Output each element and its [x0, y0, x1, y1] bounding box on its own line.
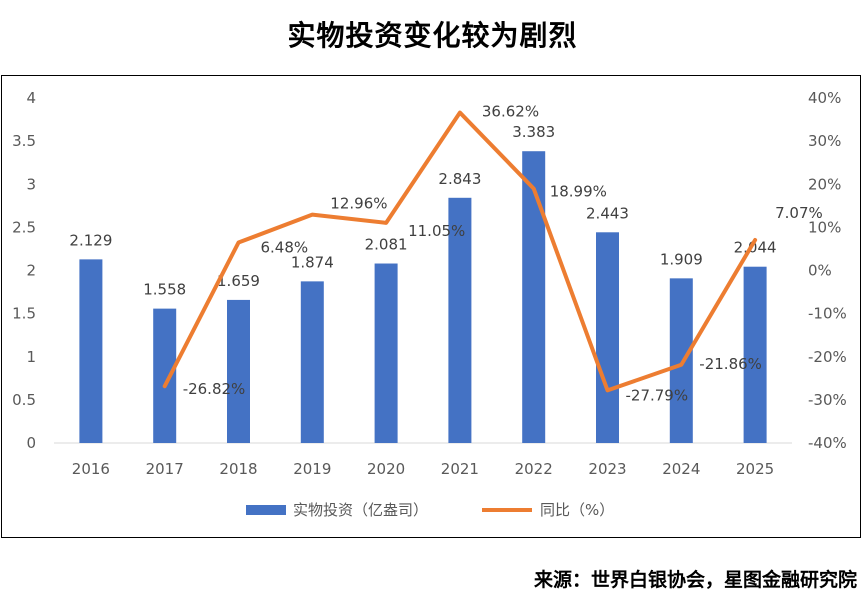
bar	[374, 263, 398, 443]
line-data-label: 7.07%	[775, 204, 823, 222]
y-right-tick-label: -40%	[808, 434, 847, 452]
line-data-label: -21.86%	[699, 355, 762, 373]
y-right-tick-label: 40%	[808, 89, 841, 107]
y-left-tick-label: 2	[26, 262, 36, 280]
line-data-label: 36.62%	[482, 103, 539, 121]
y-left-tick-label: 2.5	[12, 218, 36, 236]
bar-data-label: 2.081	[365, 236, 408, 254]
source-note: 来源：世界白银协会，星图金融研究院	[533, 569, 857, 591]
bar	[596, 232, 619, 443]
bar-data-label: 2.843	[438, 170, 481, 188]
line-data-label: 12.96%	[330, 195, 387, 213]
line-data-label: -27.79%	[626, 386, 689, 404]
bar-data-label: 2.044	[734, 239, 777, 257]
bar-data-label: 3.383	[512, 123, 555, 141]
line-series	[162, 110, 758, 393]
bar-data-label: 1.909	[660, 250, 703, 268]
bar	[153, 308, 177, 443]
line-data-label: 18.99%	[550, 183, 607, 201]
y-left-tick-label: 0.5	[12, 391, 36, 409]
chart-frame	[1, 75, 861, 538]
bar-data-label: 2.129	[69, 231, 112, 249]
y-right-tick-label: 20%	[808, 175, 841, 193]
line-data-label: 6.48%	[261, 239, 309, 257]
bar	[227, 299, 250, 443]
legend-bar-label: 实物投资（亿盎司）	[293, 501, 428, 519]
y-left-tick-label: 1	[26, 348, 36, 366]
legend-line-label: 同比（%）	[540, 501, 614, 519]
bar	[79, 259, 103, 443]
bar-data-label: 1.659	[217, 272, 260, 290]
x-tick-label: 2022	[515, 460, 553, 478]
y-right-tick-label: 10%	[808, 218, 841, 236]
x-tick-label: 2017	[146, 460, 184, 478]
x-tick-label: 2020	[367, 460, 405, 478]
y-right-tick-label: -30%	[808, 391, 847, 409]
x-tick-label: 2016	[72, 460, 110, 478]
y-left-tick-label: 4	[26, 89, 36, 107]
bar	[448, 197, 472, 443]
x-tick-label: 2018	[219, 460, 257, 478]
bar-data-label: 2.443	[586, 204, 629, 222]
y-left-tick-label: 0	[26, 434, 36, 452]
line-data-label: 11.05%	[408, 222, 465, 240]
x-tick-label: 2023	[588, 460, 626, 478]
y-left-tick-label: 1.5	[12, 305, 36, 323]
bar	[743, 266, 767, 443]
legend-bar-swatch	[246, 505, 286, 515]
x-tick-label: 2021	[441, 460, 479, 478]
x-tick-label: 2025	[736, 460, 774, 478]
bar-data-label: 1.874	[291, 253, 334, 271]
bar-data-label: 1.558	[143, 281, 186, 299]
y-right-tick-label: 0%	[808, 262, 832, 280]
y-left-tick-label: 3	[26, 175, 36, 193]
x-tick-label: 2019	[293, 460, 331, 478]
y-right-tick-label: -10%	[808, 305, 847, 323]
x-tick-label: 2024	[662, 460, 700, 478]
y-right-tick-label: 30%	[808, 132, 841, 150]
bar	[300, 281, 324, 443]
y-left-tick-label: 3.5	[12, 132, 36, 150]
bar	[522, 151, 546, 443]
bar	[669, 278, 693, 443]
y-right-tick-label: -20%	[808, 348, 847, 366]
chart-title: 实物投资变化较为剧烈	[287, 19, 578, 52]
line-data-label: -26.82%	[183, 380, 246, 398]
